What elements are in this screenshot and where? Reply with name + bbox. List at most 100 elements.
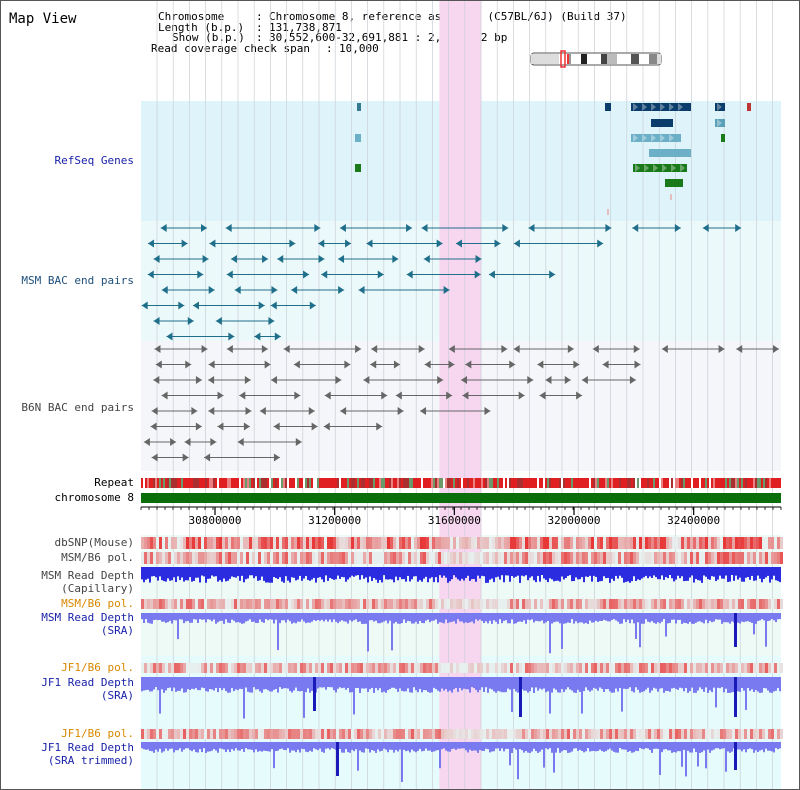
bac-end-left: [208, 360, 215, 369]
repeat-segment: [141, 478, 143, 488]
depth-bar: [173, 613, 175, 621]
pol-cell: [303, 552, 306, 564]
refseq-gene[interactable]: [649, 149, 691, 157]
pol-cell: [465, 537, 468, 549]
pol-cell: [234, 599, 237, 609]
depth-bar: [773, 742, 775, 753]
pol-cell: [612, 663, 615, 673]
track-label-msm-bac[interactable]: MSM BAC end pairs: [21, 274, 134, 287]
pol-cell: [327, 663, 330, 673]
pol-cell: [357, 552, 360, 564]
depth-bar: [707, 613, 709, 624]
pol-cell: [615, 599, 618, 609]
depth-bar: [343, 613, 345, 622]
repeat-segment: [705, 478, 707, 488]
pol-cell: [423, 537, 426, 549]
depth-bar: [291, 613, 293, 624]
track-label-b6n-bac[interactable]: B6N BAC end pairs: [21, 401, 134, 414]
refseq-gene[interactable]: [605, 103, 611, 111]
depth-bar: [563, 742, 565, 751]
pol-cell: [435, 729, 438, 739]
pol-cell: [687, 537, 690, 549]
depth-bar: [417, 613, 419, 624]
depth-bar: [387, 613, 389, 624]
depth-bar: [471, 742, 473, 751]
pol-cell: [648, 552, 651, 564]
pol-cell: [255, 552, 258, 564]
pol-cell: [333, 729, 336, 739]
depth-bar: [319, 567, 321, 578]
pol-cell: [312, 729, 315, 739]
depth-bar: [663, 567, 665, 580]
depth-bar: [593, 742, 595, 751]
pol-cell: [762, 729, 765, 739]
refseq-gene[interactable]: [651, 119, 673, 127]
depth-bar: [171, 677, 173, 692]
pol-cell: [333, 599, 336, 609]
pol-cell: [453, 599, 456, 609]
refseq-gene[interactable]: [355, 134, 361, 142]
depth-bar: [583, 567, 585, 583]
depth-bar: [321, 742, 323, 752]
depth-bar: [587, 567, 589, 578]
track-label-refseq[interactable]: RefSeq Genes: [54, 154, 134, 167]
depth-bar: [675, 742, 677, 753]
pol-cell: [444, 552, 447, 564]
repeat-segment: [435, 478, 437, 488]
refseq-gene[interactable]: [715, 119, 725, 127]
refseq-gene[interactable]: [631, 103, 691, 111]
depth-bar: [153, 567, 155, 577]
pol-cell: [699, 663, 702, 673]
repeat-segment: [277, 478, 279, 488]
pol-cell: [636, 599, 639, 609]
repeat-segment: [589, 478, 591, 488]
depth-bar: [521, 567, 523, 576]
refseq-gene[interactable]: [631, 134, 681, 142]
pol-cell: [264, 729, 267, 739]
pol-cell: [225, 729, 228, 739]
depth-bar: [699, 613, 701, 622]
bac-end-left: [528, 224, 535, 232]
pol-cell: [621, 552, 624, 564]
refseq-gene[interactable]: [721, 134, 725, 142]
refseq-gene[interactable]: [633, 164, 687, 172]
depth-bar: [763, 677, 765, 689]
depth-bar: [643, 742, 645, 750]
depth-bar: [321, 567, 323, 580]
repeat-segment: [423, 478, 425, 488]
depth-bar: [625, 567, 627, 582]
repeat-segment: [213, 478, 215, 488]
refseq-gene[interactable]: [357, 103, 361, 111]
depth-bar: [615, 742, 617, 753]
refseq-gene[interactable]: [665, 179, 683, 187]
depth-bar: [489, 742, 491, 753]
pol-cell: [477, 552, 480, 564]
depth-bar: [435, 613, 437, 620]
pol-cell: [312, 552, 315, 564]
pol-cell: [714, 537, 717, 549]
bac-end-right: [446, 391, 453, 400]
depth-bar: [263, 613, 265, 623]
pol-cell: [249, 599, 252, 609]
depth-bar: [505, 742, 507, 749]
depth-bar: [721, 567, 723, 579]
depth-bar: [779, 677, 781, 692]
refseq-gene[interactable]: [355, 164, 361, 172]
pol-cell: [612, 729, 615, 739]
depth-bar: [617, 677, 619, 692]
repeat-segment: [547, 478, 549, 488]
pol-cell: [258, 663, 261, 673]
pol-cell: [216, 537, 219, 549]
depth-bar: [219, 567, 221, 581]
depth-bar: [779, 742, 781, 749]
depth-bar: [489, 613, 491, 621]
pol-cell: [582, 599, 585, 609]
depth-bar: [423, 567, 425, 579]
refseq-gene[interactable]: [747, 103, 751, 111]
depth-bar: [287, 742, 289, 749]
refseq-gene[interactable]: [715, 103, 725, 111]
depth-bar: [439, 742, 441, 769]
pol-cell: [261, 663, 264, 673]
pol-cell: [309, 599, 312, 609]
